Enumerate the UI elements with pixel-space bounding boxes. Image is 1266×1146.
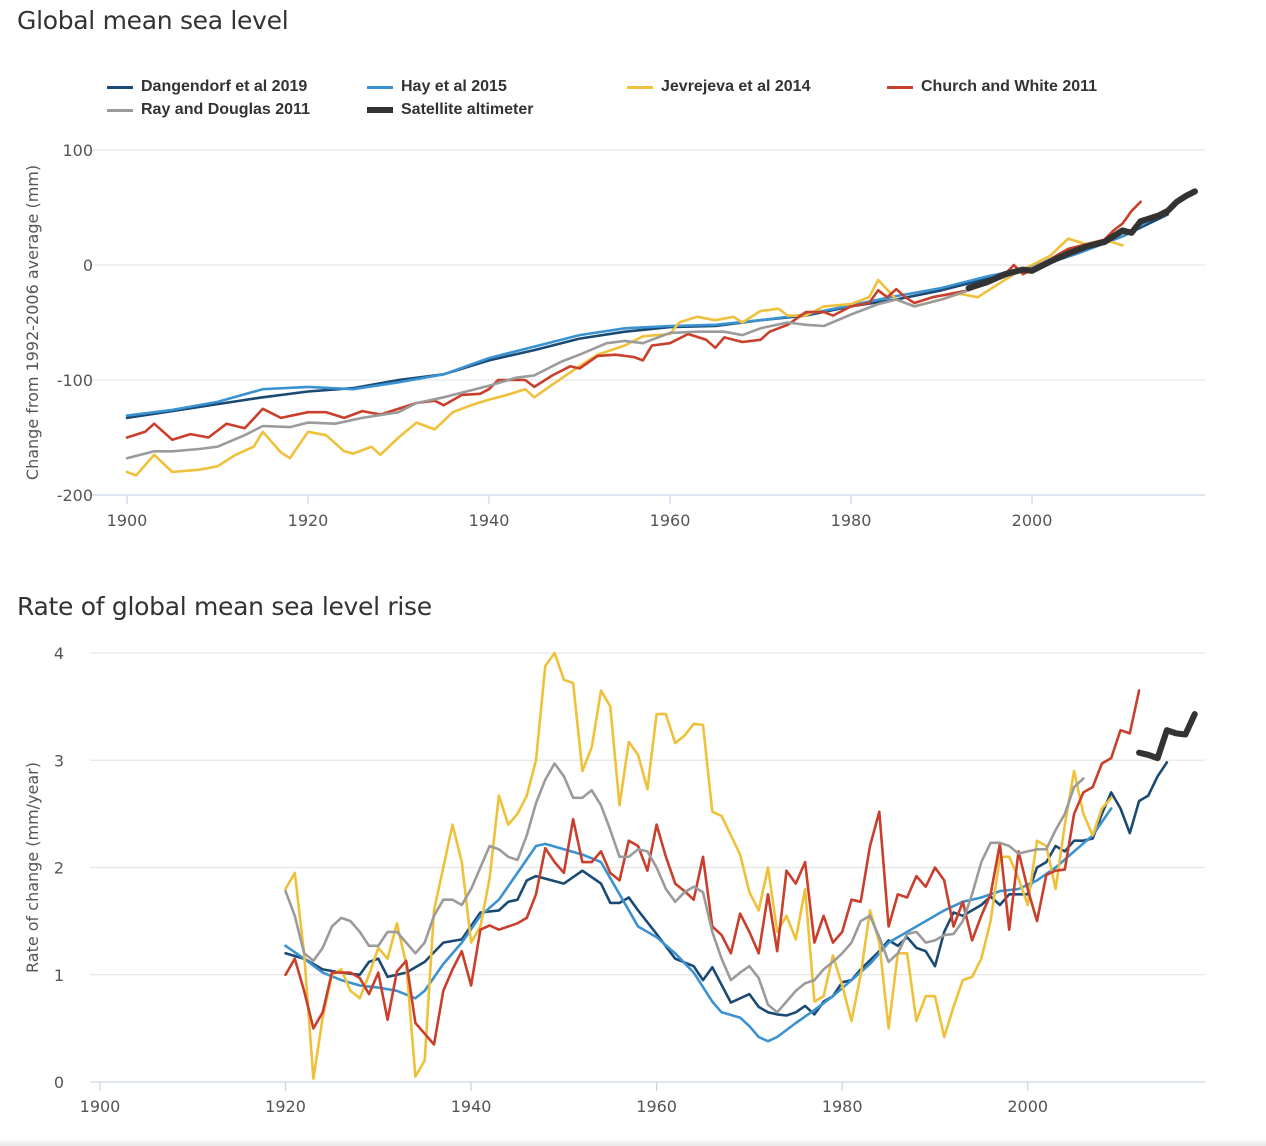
series-line-satellite-altimeter xyxy=(965,188,1198,292)
series-line-satellite-altimeter xyxy=(1136,711,1198,762)
page-bottom-edge xyxy=(0,1138,1266,1146)
x-tick-label: 1960 xyxy=(636,1097,677,1116)
legend-item-hay[interactable]: Hay et al 2015 xyxy=(367,78,507,96)
series-line-ray-and-douglas-2011 xyxy=(125,248,1079,460)
legend-item-jevrejeva[interactable]: Jevrejeva et al 2014 xyxy=(627,78,810,96)
x-tick-label: 1960 xyxy=(650,511,691,530)
x-tick-label: 1940 xyxy=(469,511,510,530)
y-tick-label: 0 xyxy=(54,1073,64,1092)
legend-swatch xyxy=(367,85,393,89)
y-tick-label: -100 xyxy=(57,371,93,390)
x-tick-label: 1920 xyxy=(265,1097,306,1116)
series-line-church-and-white-2011 xyxy=(125,200,1142,442)
y-tick-label: 2 xyxy=(54,859,64,878)
chart-1: -200 -100 0 100 1900 1920 1940 1960 1980 2000 Chan… xyxy=(23,141,1205,530)
series-line-hay-et-al-2015 xyxy=(284,807,1113,1043)
legend-swatch xyxy=(107,108,133,112)
y-axis-label: Rate of change (mm/year) xyxy=(23,762,42,973)
legend-swatch xyxy=(367,107,393,113)
x-tick-label: 1900 xyxy=(80,1097,121,1116)
x-tick-label: 2000 xyxy=(1007,1097,1048,1116)
y-axis-label: Change from 1992-2006 average (mm) xyxy=(23,165,42,480)
legend-label: Church and White 2011 xyxy=(921,78,1098,95)
series-line-hay-et-al-2015 xyxy=(125,208,1170,417)
legend-label: Hay et al 2015 xyxy=(401,78,507,95)
legend-swatch xyxy=(887,85,913,89)
series-line-jevrejeva-et-al-2014 xyxy=(284,651,1113,1081)
y-tick-label: 4 xyxy=(54,644,64,663)
legend-label: Satellite altimeter xyxy=(401,101,534,118)
x-tick-label: 2000 xyxy=(1012,511,1053,530)
x-tick-label: 1900 xyxy=(107,511,148,530)
y-tick-label: 100 xyxy=(62,141,93,160)
legend-label: Ray and Douglas 2011 xyxy=(141,101,310,118)
chart-title-rate: Rate of global mean sea level rise xyxy=(17,592,432,621)
legend-label: Dangendorf et al 2019 xyxy=(141,78,308,95)
series-line-dangendorf-et-al-2019 xyxy=(284,761,1169,1017)
legend-item-dangendorf[interactable]: Dangendorf et al 2019 xyxy=(107,78,307,96)
y-tick-label: 1 xyxy=(54,966,64,985)
x-tick-label: 1980 xyxy=(822,1097,863,1116)
x-tick-label: 1980 xyxy=(831,511,872,530)
y-tick-label: 3 xyxy=(54,751,64,770)
legend-item-church[interactable]: Church and White 2011 xyxy=(887,78,1097,96)
chart-title-sea-level: Global mean sea level xyxy=(17,6,289,35)
legend-swatch xyxy=(627,85,653,89)
y-tick-label: 0 xyxy=(83,256,93,275)
legend-label: Jevrejeva et al 2014 xyxy=(661,78,811,95)
legend-swatch xyxy=(107,85,133,89)
x-tick-label: 1940 xyxy=(451,1097,492,1116)
y-tick-label: -200 xyxy=(57,486,93,505)
legend-item-ray[interactable]: Ray and Douglas 2011 xyxy=(107,101,310,119)
series-line-ray-and-douglas-2011 xyxy=(284,762,1085,1014)
x-tick-label: 1920 xyxy=(288,511,329,530)
legend-item-satellite[interactable]: Satellite altimeter xyxy=(367,101,534,119)
chart-2: 0 1 2 3 4 1900 1920 1940 1960 1980 2000 Rate of cha… xyxy=(23,644,1205,1116)
